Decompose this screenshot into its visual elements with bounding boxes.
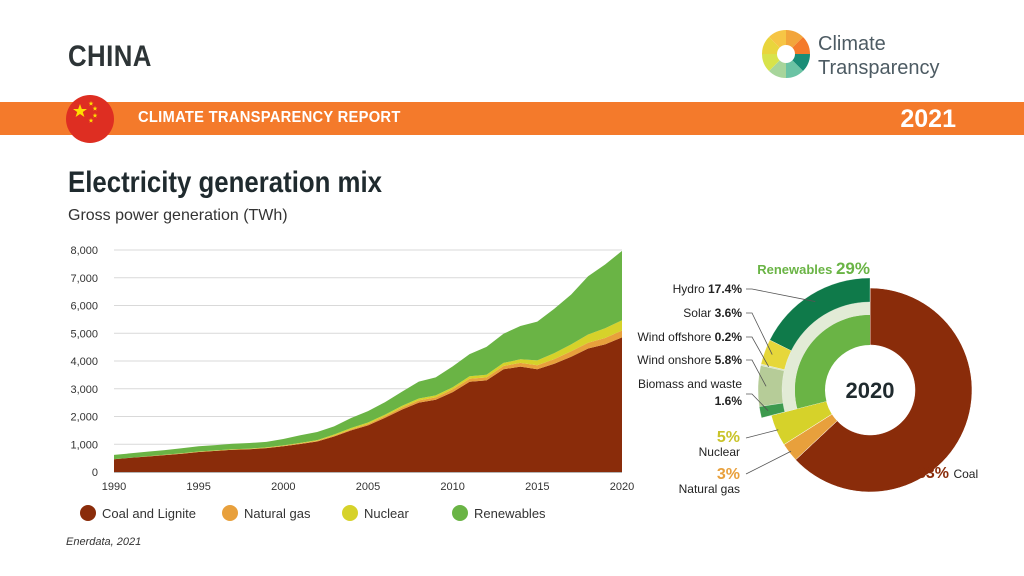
legend-label-nuclear: Nuclear	[364, 505, 409, 521]
x-tick-label: 2015	[525, 481, 549, 493]
breakdown-value: 5.8%	[715, 353, 743, 367]
y-tick-label: 7,000	[70, 273, 98, 285]
legend-item-natural-gas: Natural gas	[222, 505, 310, 521]
x-tick-label: 2005	[356, 481, 380, 493]
legend-swatch-natural-gas	[222, 505, 238, 521]
nuclear-value: 5%	[717, 429, 740, 446]
legend-item-coal: Coal and Lignite	[80, 505, 196, 521]
logo-icon	[761, 29, 811, 79]
breakdown-name: Biomass and waste	[638, 377, 742, 391]
renewables-separator-ring	[782, 302, 870, 412]
brand-line-2: Transparency	[818, 57, 940, 79]
leader-line-biomass-and-waste	[746, 393, 769, 411]
legend-swatch-coal	[80, 505, 96, 521]
report-title: CLIMATE TRANSPARENCY REPORT	[138, 109, 401, 126]
donut-center-label: 2020	[846, 378, 895, 403]
legend-swatch-nuclear	[342, 505, 358, 521]
x-tick-label: 1990	[102, 481, 126, 493]
legend-label-coal: Coal and Lignite	[102, 505, 196, 521]
breakdown-label-biomass-and-waste: Biomass and waste 1.6%	[638, 377, 742, 408]
breakdown-name: Wind offshore	[637, 330, 714, 344]
breakdown-value: 3.6%	[715, 306, 743, 320]
renewables-group-value: 29%	[836, 259, 870, 278]
donut-outer-hydro	[769, 277, 871, 351]
leader-line-wind-onshore	[746, 359, 767, 387]
legend-swatch-renewables	[452, 505, 468, 521]
x-tick-label: 1995	[186, 481, 210, 493]
coal-label: 63% Coal	[917, 465, 978, 482]
leader-line-hydro	[746, 288, 816, 302]
logo-text: Climate Transparency	[818, 32, 940, 80]
y-tick-label: 0	[92, 467, 98, 479]
x-tick-label: 2020	[610, 481, 634, 493]
breakdown-name: Hydro	[673, 282, 708, 296]
donut-slice-renewables-inner	[795, 315, 870, 409]
donut-outer-biomass-and-waste	[759, 402, 785, 419]
leader-line-nuclear	[745, 429, 779, 439]
y-tick-label: 3,000	[70, 384, 98, 396]
leader-line-natural-gas	[745, 450, 792, 475]
natural-gas-value: 3%	[717, 466, 740, 483]
chart-subtitle: Gross power generation (TWh)	[68, 207, 288, 224]
leader-line-solar	[746, 312, 773, 355]
coal-name: Coal	[953, 467, 978, 481]
legend-item-nuclear: Nuclear	[342, 505, 409, 521]
legend-label-renewables: Renewables	[474, 505, 546, 521]
y-tick-label: 8,000	[70, 245, 98, 257]
coal-value: 63%	[917, 465, 953, 482]
china-flag-icon	[66, 95, 114, 143]
area-series-coal-and-lignite	[114, 337, 622, 472]
x-tick-label: 2010	[440, 481, 464, 493]
legend-label-natural-gas: Natural gas	[244, 505, 311, 521]
breakdown-value: 1.6%	[715, 394, 743, 408]
renewables-group-name: Renewables	[757, 262, 836, 277]
y-tick-label: 2,000	[70, 412, 98, 424]
leader-line-wind-offshore	[746, 336, 770, 367]
donut-slice-coal	[795, 287, 973, 493]
y-tick-label: 5,000	[70, 328, 98, 340]
report-band: CLIMATE TRANSPARENCY REPORT 2021	[0, 102, 1024, 135]
y-tick-label: 1,000	[70, 439, 98, 451]
climate-transparency-logo: Climate Transparency	[760, 26, 970, 86]
breakdown-value: 17.4%	[708, 282, 742, 296]
chart-title: Electricity generation mix	[68, 166, 383, 199]
breakdown-label-solar: Solar 3.6%	[683, 306, 742, 320]
natural-gas-name: Natural gas	[679, 482, 740, 496]
nuclear-name: Nuclear	[699, 445, 740, 459]
breakdown-name: Solar	[683, 306, 714, 320]
x-tick-label: 2000	[271, 481, 295, 493]
renewables-group-label: Renewables 29%	[757, 259, 870, 278]
breakdown-label-wind-onshore: Wind onshore 5.8%	[637, 353, 742, 367]
donut-hole	[826, 346, 914, 434]
generation-area-chart: 0 1,000 2,000 3,000 4,000 5,000 6,000 7,000 8,00…	[70, 245, 634, 493]
country-title: CHINA	[68, 40, 152, 73]
brand-line-1: Climate	[818, 33, 886, 55]
data-source: Enerdata, 2021	[66, 536, 142, 548]
y-tick-label: 6,000	[70, 301, 98, 313]
legend-item-renewables: Renewables	[452, 505, 546, 521]
breakdown-name: Wind onshore	[637, 353, 714, 367]
donut-outer-wind-onshore	[757, 365, 785, 407]
breakdown-value: 0.2%	[715, 330, 743, 344]
breakdown-label-hydro: Hydro 17.4%	[673, 282, 743, 296]
y-tick-label: 4,000	[70, 356, 98, 368]
breakdown-label-wind-offshore: Wind offshore 0.2%	[637, 330, 742, 344]
report-year: 2021	[900, 105, 956, 133]
area-series-renewables	[114, 250, 622, 460]
